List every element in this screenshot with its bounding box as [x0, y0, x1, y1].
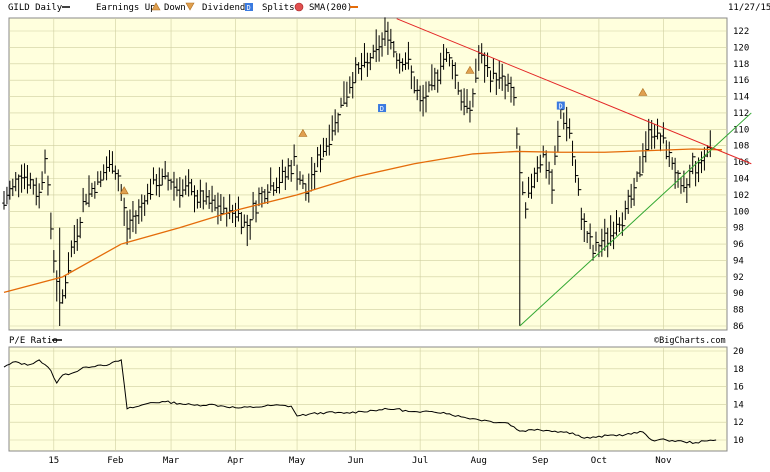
price-y-tick-label: 86 [733, 322, 744, 332]
earnings-up-marker-icon [465, 65, 475, 74]
x-axis-label: Sep [532, 456, 548, 466]
sma-200-line [3, 148, 723, 294]
x-axis-label: Oct [591, 456, 607, 466]
dividend-icon [245, 3, 253, 11]
legend-down-label: Down [164, 3, 186, 13]
watermark: ©BigCharts.com [654, 336, 726, 346]
pe-plot-area [8, 346, 728, 452]
pe-panel: P/E Ratio ©BigCharts.com 10 12 14 16 18 20 [3, 336, 744, 452]
symbol-label: GILD Daily [8, 3, 63, 13]
chart-date: 11/27/15 [728, 3, 770, 13]
resistance-trendline [396, 18, 752, 165]
earnings-up-marker-icon [638, 87, 648, 96]
legend-earnings-up-label: Earnings Up [96, 3, 156, 13]
price-y-tick-label: 98 [733, 224, 744, 234]
earnings-down-icon [185, 2, 195, 11]
dividend-marker-icon: D [556, 101, 565, 110]
price-gridlines [9, 30, 727, 327]
pe-y-tick-label: 14 [733, 400, 744, 410]
price-y-tick-label: 88 [733, 306, 744, 316]
price-y-tick-label: 122 [733, 27, 749, 37]
pe-y-tick-label: 12 [733, 418, 744, 428]
price-bar [2, 190, 6, 210]
pe-title: P/E Ratio [9, 336, 58, 346]
x-axis-label: Jun [348, 456, 364, 466]
x-axis-label: Apr [227, 456, 244, 466]
price-y-tick-label: 92 [733, 273, 744, 283]
svg-text:D: D [380, 105, 384, 113]
price-y-tick-label: 118 [733, 60, 749, 70]
legend-dividends-label: Dividends [202, 3, 251, 13]
pe-ratio-line [3, 359, 717, 444]
pe-y-tick-label: 10 [733, 436, 744, 446]
x-axis-label: Nov [655, 456, 671, 466]
pe-gridlines [9, 347, 727, 451]
x-axis-labels: 15 Feb Mar Apr May Jun Jul Aug Sep Oct Nov [48, 456, 671, 466]
price-y-tick-label: 110 [733, 125, 749, 135]
x-axis-label: Aug [471, 456, 487, 466]
price-y-tick-label: 116 [733, 76, 749, 86]
legend-sma-label: SMA(200) [309, 3, 352, 13]
x-axis-label: Mar [163, 456, 180, 466]
trendlines [396, 18, 752, 327]
dividend-marker-icon: D [378, 104, 387, 113]
price-y-axis: 86 88 90 92 94 96 98 100 102 104 106 108 110 112 114 11… [733, 27, 749, 332]
earnings-up-icon [151, 2, 161, 11]
dividend-icon-glyph: D [247, 4, 251, 12]
price-y-tick-label: 106 [733, 158, 749, 168]
price-y-tick-label: 120 [733, 43, 749, 53]
legend-splits-label: Splits [262, 3, 295, 13]
pe-y-axis: 10 12 14 16 18 20 [733, 347, 744, 446]
x-axis-label: Feb [107, 456, 123, 466]
price-y-tick-label: 112 [733, 109, 749, 119]
svg-text:D: D [559, 102, 563, 110]
pe-y-tick-label: 18 [733, 365, 744, 375]
price-bar [5, 186, 9, 206]
x-axis-label: May [289, 456, 306, 466]
price-y-tick-label: 96 [733, 240, 744, 250]
pe-y-tick-label: 16 [733, 383, 744, 393]
price-panel: 86 88 90 92 94 96 98 100 102 104 106 108 110 112 114 11… [2, 17, 752, 332]
price-y-tick-label: 90 [733, 289, 744, 299]
sma-layer [3, 148, 723, 294]
x-axis-label: Jul [412, 456, 428, 466]
x-axis-label: 15 [48, 456, 59, 466]
price-y-tick-label: 104 [733, 175, 749, 185]
split-icon [294, 2, 304, 12]
header-legend: GILD Daily Earnings Up Down Dividends D … [8, 2, 770, 13]
price-y-tick-label: 100 [733, 207, 749, 217]
price-y-tick-label: 108 [733, 142, 749, 152]
price-y-tick-label: 94 [733, 256, 744, 266]
pe-line-layer [3, 359, 717, 444]
pe-y-tick-label: 20 [733, 347, 744, 357]
price-y-tick-label: 114 [733, 93, 749, 103]
price-y-tick-label: 102 [733, 191, 749, 201]
support-trendline [519, 112, 752, 327]
earnings-up-marker-icon [119, 186, 129, 195]
earnings-up-marker-icon [298, 128, 308, 137]
